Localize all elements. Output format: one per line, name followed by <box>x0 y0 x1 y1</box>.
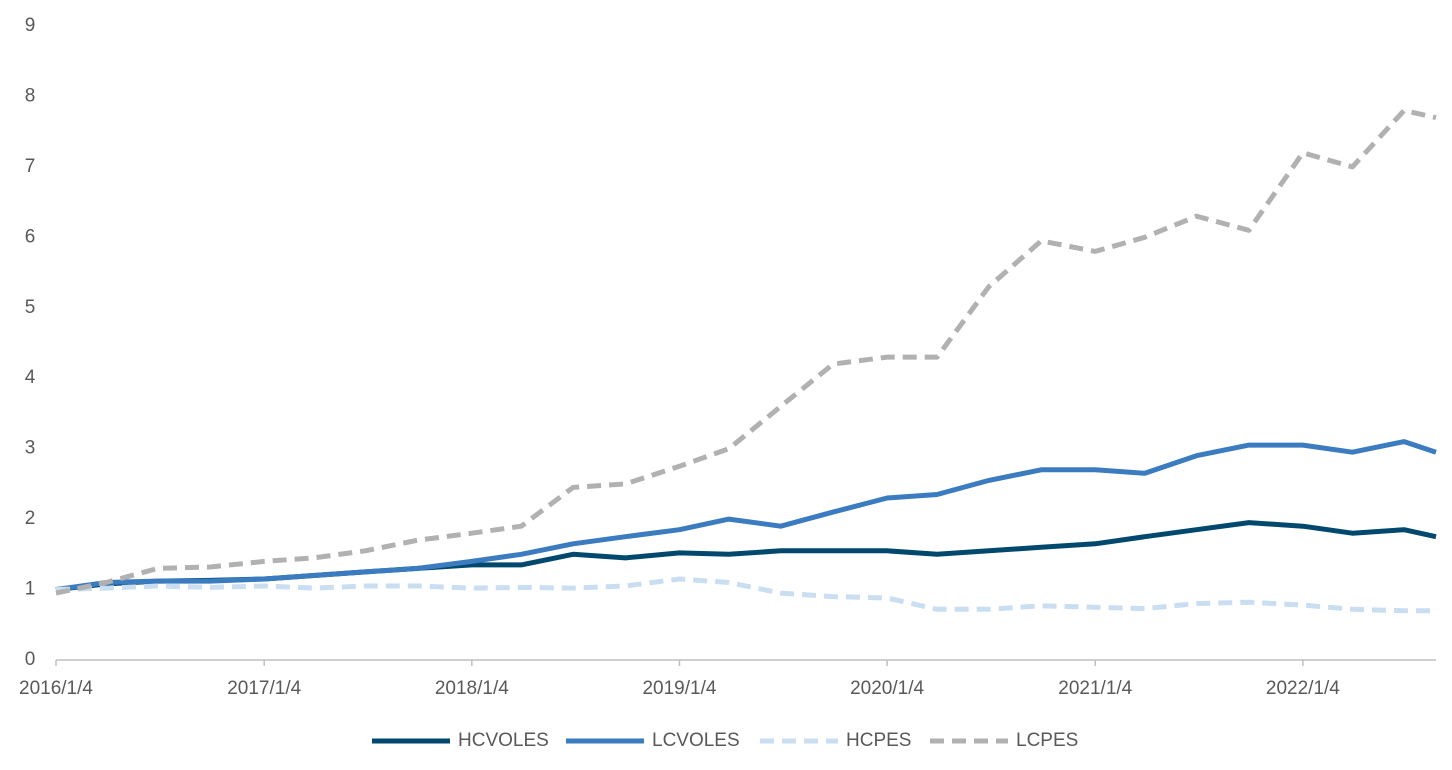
x-tick-label: 2019/1/4 <box>642 678 716 699</box>
series-line <box>55 108 1437 596</box>
y-tick-label: 7 <box>25 156 36 177</box>
x-tick-label: 2018/1/4 <box>435 678 509 699</box>
y-tick-label: 5 <box>25 297 36 318</box>
x-tick-label: 2022/1/4 <box>1266 678 1340 699</box>
x-tick-label: 2021/1/4 <box>1058 678 1132 699</box>
series-line <box>55 576 1436 614</box>
y-tick-label: 1 <box>25 579 36 600</box>
x-tick-label: 2020/1/4 <box>850 678 924 699</box>
y-tick-label: 2 <box>25 508 36 529</box>
y-tick-label: 4 <box>25 367 36 388</box>
y-tick-label: 3 <box>25 438 36 459</box>
y-tick-label: 0 <box>25 649 36 670</box>
y-tick-label: 6 <box>25 226 36 247</box>
legend-label: LCPES <box>1016 730 1078 751</box>
legend-label: LCVOLES <box>652 730 740 751</box>
series-line <box>55 439 1437 593</box>
legend-label: HCPES <box>846 730 911 751</box>
x-tick-label: 2016/1/4 <box>19 678 93 699</box>
y-tick-label: 8 <box>25 85 36 106</box>
y-tick-label: 9 <box>25 15 36 36</box>
x-tick-label: 2017/1/4 <box>227 678 301 699</box>
legend-label: HCVOLES <box>458 730 549 751</box>
